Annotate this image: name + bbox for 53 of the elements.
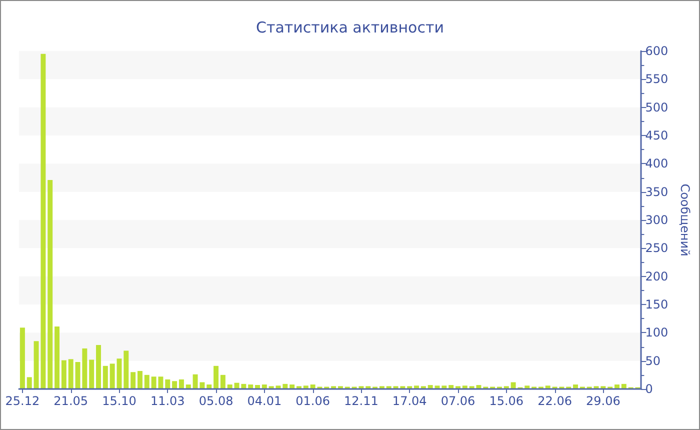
x-tick-label: 29.06 bbox=[586, 394, 620, 408]
x-tick-label: 15.10 bbox=[102, 394, 136, 408]
bar bbox=[214, 366, 219, 389]
bar bbox=[68, 359, 74, 389]
y-tick-label: 100 bbox=[645, 326, 668, 340]
bar bbox=[102, 366, 108, 389]
y-tick-label: 0 bbox=[645, 382, 653, 396]
bar bbox=[172, 381, 178, 389]
y-tick-label: 350 bbox=[645, 184, 668, 199]
y-tick-label: 500 bbox=[645, 100, 668, 114]
bar bbox=[524, 386, 530, 389]
bar bbox=[130, 372, 136, 389]
bar bbox=[89, 360, 94, 389]
bar bbox=[303, 386, 308, 389]
x-tick-label: 17.04 bbox=[392, 394, 427, 408]
y-tick-label: 150 bbox=[645, 298, 668, 312]
bar bbox=[462, 386, 468, 389]
bar bbox=[545, 386, 550, 389]
y-tick-label: 600 bbox=[645, 44, 668, 58]
bar bbox=[96, 345, 101, 389]
y-tick-label: 50 bbox=[645, 354, 660, 368]
chart-title: Статистика активности bbox=[256, 18, 444, 36]
x-tick-label: 07.06 bbox=[440, 394, 476, 408]
bar bbox=[442, 386, 447, 389]
x-tick-label: 04.01 bbox=[247, 394, 282, 408]
y-tick-label: 550 bbox=[645, 72, 668, 86]
x-tick-label: 05.08 bbox=[198, 394, 234, 408]
bar bbox=[178, 379, 184, 389]
y-tick-label: 400 bbox=[645, 156, 668, 171]
bar bbox=[124, 350, 129, 389]
bar bbox=[414, 386, 420, 389]
bar bbox=[20, 328, 25, 389]
x-tick-label: 22.06 bbox=[538, 394, 572, 408]
x-tick-label: 11.03 bbox=[150, 394, 185, 408]
y-tick-label: 450 bbox=[645, 128, 668, 142]
y-tick-label: 200 bbox=[645, 269, 668, 284]
bar bbox=[26, 377, 32, 389]
x-tick-label: 01.06 bbox=[296, 394, 330, 408]
bar bbox=[48, 180, 53, 389]
bar bbox=[61, 360, 66, 389]
bar bbox=[110, 364, 115, 389]
y-tick-label: 300 bbox=[645, 213, 668, 227]
bar bbox=[54, 326, 60, 389]
bar bbox=[165, 379, 170, 389]
x-tick-label: 12.11 bbox=[344, 394, 378, 408]
bar bbox=[144, 374, 150, 389]
y-axis-title: Сообщений bbox=[678, 184, 692, 256]
x-tick-label: 21.05 bbox=[54, 394, 88, 408]
x-tick-label: 25.12 bbox=[5, 394, 40, 408]
x-tick-label: 15.06 bbox=[489, 394, 524, 408]
bar bbox=[137, 370, 142, 389]
bar bbox=[220, 374, 226, 389]
y-tick-label: 250 bbox=[645, 241, 668, 256]
